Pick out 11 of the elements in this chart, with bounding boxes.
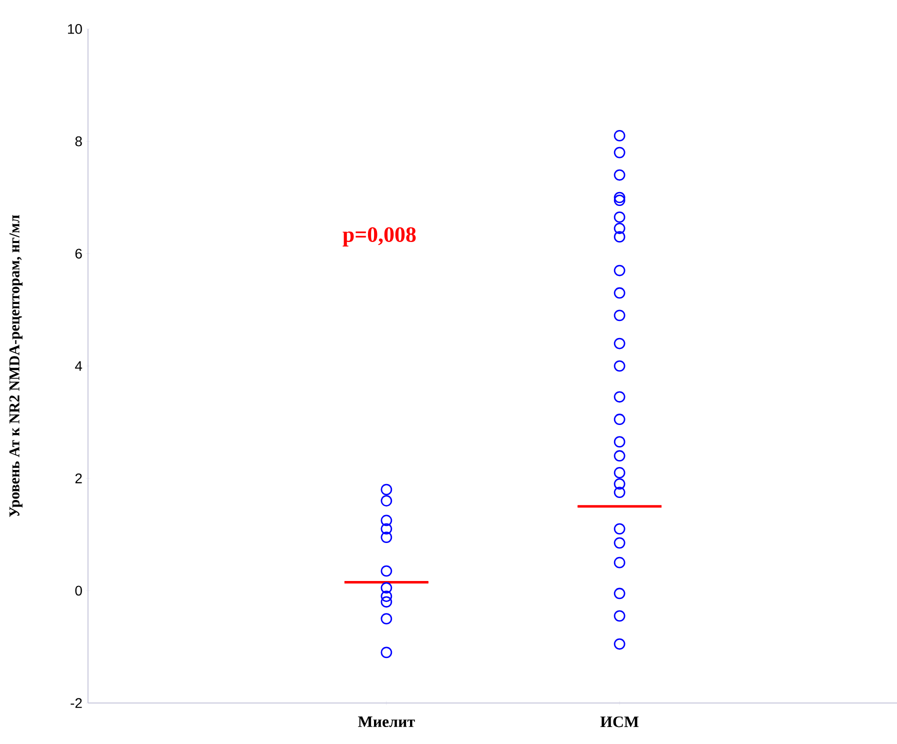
y-tick-label: 4 <box>75 361 82 371</box>
annotation: p=0,008 <box>342 227 416 246</box>
y-tick-label: 0 <box>75 586 82 596</box>
y-tick-label: -2 <box>70 698 82 708</box>
y-tick-label: 10 <box>68 24 82 34</box>
y-tick-label: 2 <box>75 473 82 484</box>
x-tick-label: Миелит <box>358 716 415 728</box>
x-tick-label: ИСМ <box>600 716 639 728</box>
y-axis-title: Уровень Ат к NR2 NMDA-рецепторам, нг/мл <box>9 215 22 517</box>
y-tick-label: 6 <box>75 248 82 259</box>
y-tick-label: 8 <box>75 136 82 146</box>
